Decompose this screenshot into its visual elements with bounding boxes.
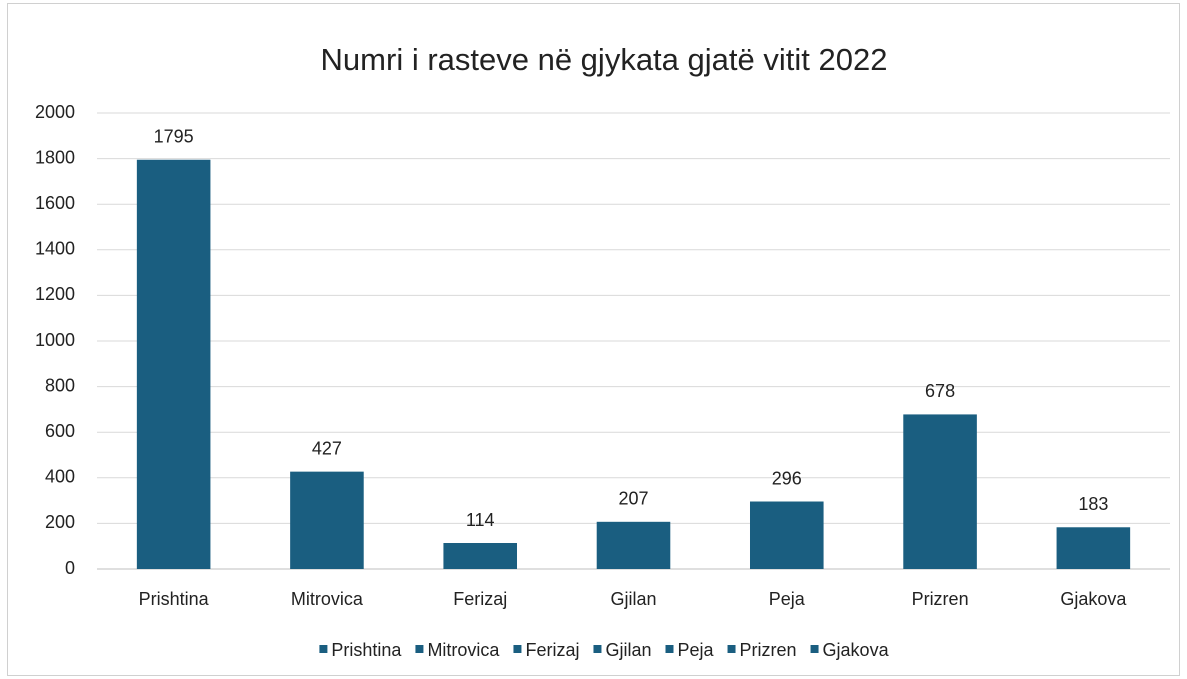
legend-swatch bbox=[810, 645, 819, 653]
legend-swatch bbox=[319, 645, 328, 653]
legend-label: Ferizaj bbox=[525, 640, 579, 660]
x-tick-label: Gjakova bbox=[1060, 589, 1127, 609]
legend-swatch bbox=[513, 645, 522, 653]
data-label: 207 bbox=[618, 489, 648, 509]
y-tick-label: 2000 bbox=[35, 102, 75, 122]
bar bbox=[1056, 527, 1131, 569]
y-tick-label: 1000 bbox=[35, 330, 75, 350]
legend-label: Prizren bbox=[740, 640, 797, 660]
data-label: 1795 bbox=[154, 126, 194, 146]
x-tick-label: Prishtina bbox=[139, 589, 210, 609]
bar bbox=[749, 501, 824, 569]
legend-swatch bbox=[665, 645, 674, 653]
data-label: 183 bbox=[1078, 494, 1108, 514]
y-tick-label: 0 bbox=[65, 558, 75, 578]
y-tick-label: 1200 bbox=[35, 284, 75, 304]
x-tick-label: Gjilan bbox=[610, 589, 656, 609]
bar bbox=[290, 471, 364, 569]
x-tick-label: Peja bbox=[769, 589, 806, 609]
bar bbox=[443, 543, 518, 569]
y-tick-label: 800 bbox=[45, 375, 75, 395]
x-tick-label: Mitrovica bbox=[291, 589, 364, 609]
y-tick-label: 200 bbox=[45, 512, 75, 532]
legend-label: Gjakova bbox=[823, 640, 890, 660]
y-tick-label: 1400 bbox=[35, 239, 75, 259]
y-tick-label: 400 bbox=[45, 467, 75, 487]
data-label: 678 bbox=[925, 381, 955, 401]
bar bbox=[596, 521, 671, 569]
legend-swatch bbox=[727, 645, 736, 653]
x-tick-label: Ferizaj bbox=[453, 589, 507, 609]
legend-swatch bbox=[415, 645, 424, 653]
data-label: 114 bbox=[466, 510, 495, 530]
legend-label: Prishtina bbox=[331, 640, 402, 660]
y-tick-label: 1800 bbox=[35, 147, 75, 167]
chart-title: Numri i rasteve në gjykata gjatë vitit 2… bbox=[321, 42, 888, 77]
data-label: 427 bbox=[312, 438, 342, 458]
legend-label: Peja bbox=[678, 640, 715, 660]
legend-label: Mitrovica bbox=[427, 640, 500, 660]
y-tick-label: 600 bbox=[45, 421, 75, 441]
x-tick-label: Prizren bbox=[912, 589, 969, 609]
bar bbox=[136, 159, 211, 570]
legend-label: Gjilan bbox=[605, 640, 651, 660]
data-label: 296 bbox=[772, 468, 802, 488]
bar bbox=[903, 414, 977, 569]
legend-swatch bbox=[593, 645, 602, 653]
y-tick-label: 1600 bbox=[35, 193, 75, 213]
